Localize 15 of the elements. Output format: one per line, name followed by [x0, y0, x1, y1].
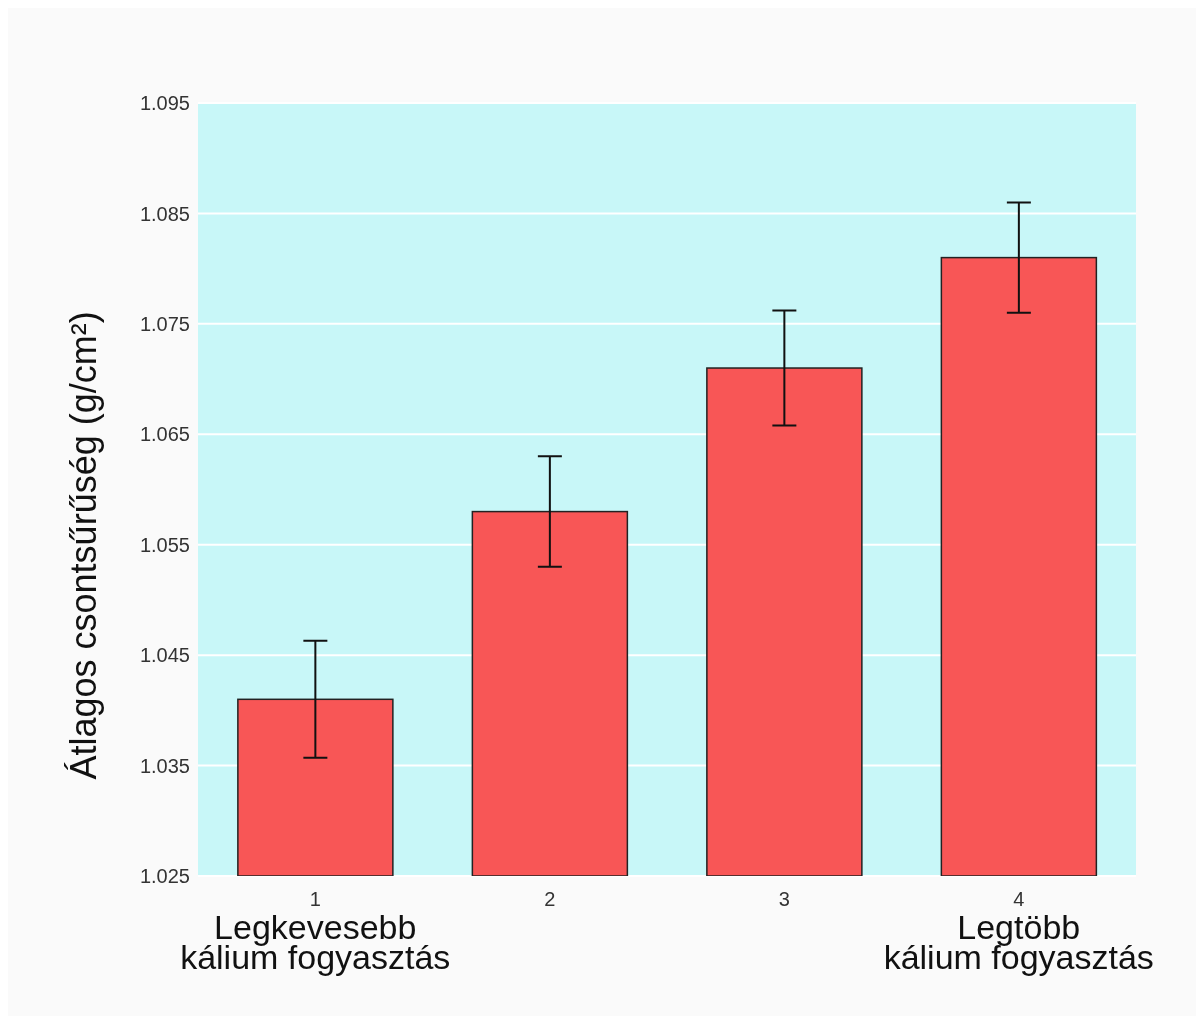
y-tick-label: 1.095 [139, 92, 190, 115]
y-tick-label: 1.075 [139, 312, 190, 335]
x-tick-label: 3 [778, 888, 790, 910]
text: Legtöbb kálium fogyasztás [883, 908, 1154, 976]
y-tick-label: 1.055 [139, 533, 190, 556]
y-axis-title: Átlagos csontsűrűség (g/cm²) [62, 311, 104, 780]
x-tick-label: 4 [1013, 888, 1025, 910]
y-tick-label: 1.035 [139, 754, 190, 777]
x-tick-label: 1 [309, 888, 321, 910]
y-tick-label: 1.025 [139, 865, 190, 888]
text: Legkevesebb kálium fogyasztás [180, 908, 451, 976]
y-tick-label: 1.085 [139, 202, 190, 225]
x-tick-label: 2 [544, 888, 556, 910]
y-tick-label: 1.045 [139, 644, 190, 667]
y-tick-label: 1.065 [139, 423, 190, 446]
